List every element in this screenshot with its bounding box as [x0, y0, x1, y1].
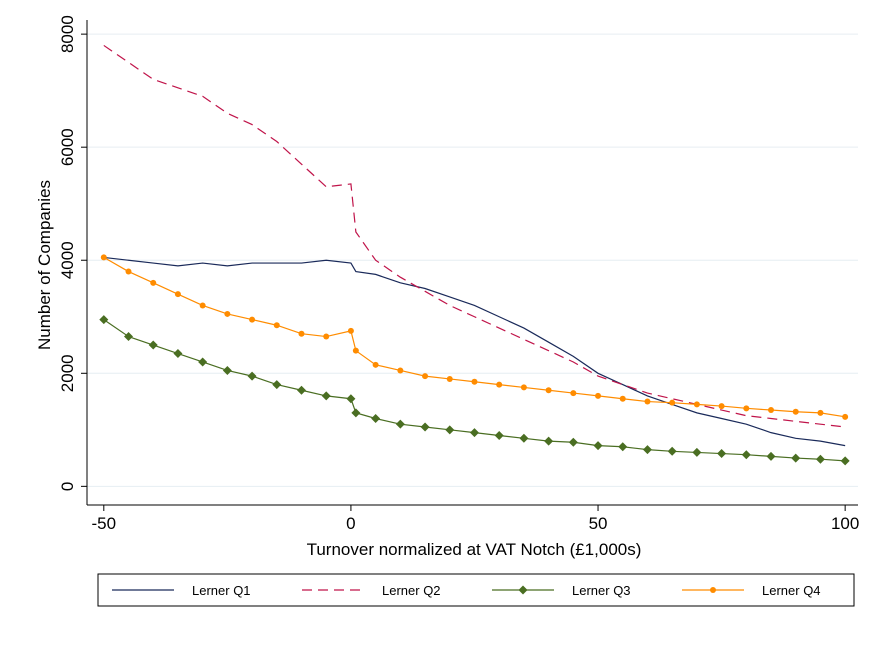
marker-circle — [446, 375, 453, 382]
y-tick-label: 2000 — [58, 354, 77, 392]
marker-diamond — [791, 453, 801, 463]
y-axis-label: Number of Companies — [35, 180, 54, 350]
marker-diamond — [198, 357, 208, 367]
marker-circle — [100, 254, 107, 261]
legend-label: Lerner Q3 — [572, 583, 631, 598]
marker-circle — [352, 347, 359, 354]
y-tick-label: 6000 — [58, 128, 77, 166]
marker-diamond — [296, 385, 306, 395]
x-axis-label: Turnover normalized at VAT Notch (£1,000… — [307, 540, 642, 559]
marker-circle — [768, 407, 775, 414]
series-line — [103, 256, 846, 418]
marker-diamond — [519, 433, 529, 443]
marker-circle — [496, 381, 503, 388]
marker-circle — [174, 291, 181, 298]
marker-diamond — [99, 315, 109, 325]
marker-diamond — [420, 422, 430, 432]
marker-circle — [471, 378, 478, 385]
marker-diamond — [766, 451, 776, 461]
marker-circle — [710, 587, 716, 593]
marker-circle — [743, 405, 750, 412]
x-tick-label: 50 — [589, 514, 608, 533]
marker-circle — [150, 279, 157, 286]
marker-circle — [422, 373, 429, 380]
marker-diamond — [346, 394, 356, 404]
series-line — [103, 256, 846, 447]
marker-circle — [199, 302, 206, 309]
marker-circle — [323, 333, 330, 340]
marker-diamond — [124, 332, 134, 342]
marker-diamond — [544, 436, 554, 446]
marker-diamond — [148, 340, 158, 350]
marker-diamond — [593, 441, 603, 451]
series-line — [103, 44, 846, 428]
marker-diamond — [642, 445, 652, 455]
marker-circle — [347, 327, 354, 334]
marker-diamond — [247, 371, 257, 381]
marker-circle — [545, 387, 552, 394]
marker-diamond — [469, 428, 479, 438]
marker-circle — [570, 390, 577, 397]
marker-circle — [372, 361, 379, 368]
marker-circle — [644, 398, 651, 405]
marker-circle — [397, 367, 404, 374]
legend-label: Lerner Q1 — [192, 583, 251, 598]
marker-circle — [693, 401, 700, 408]
marker-diamond — [272, 380, 282, 390]
marker-diamond — [692, 447, 702, 457]
marker-diamond — [222, 365, 232, 375]
marker-circle — [619, 395, 626, 402]
marker-circle — [273, 322, 280, 329]
marker-diamond — [173, 349, 183, 359]
marker-diamond — [741, 450, 751, 460]
marker-diamond — [717, 449, 727, 459]
marker-diamond — [371, 414, 381, 424]
legend-label: Lerner Q4 — [762, 583, 821, 598]
legend-label: Lerner Q2 — [382, 583, 441, 598]
marker-circle — [520, 384, 527, 391]
marker-diamond — [618, 442, 628, 452]
y-tick-label: 8000 — [58, 15, 77, 53]
marker-circle — [125, 268, 132, 275]
marker-circle — [669, 399, 676, 406]
marker-diamond — [667, 446, 677, 456]
marker-diamond — [494, 430, 504, 440]
marker-circle — [595, 392, 602, 399]
marker-diamond — [815, 454, 825, 464]
marker-circle — [792, 408, 799, 415]
marker-circle — [817, 409, 824, 416]
marker-circle — [249, 316, 256, 323]
marker-diamond — [518, 585, 528, 595]
marker-diamond — [445, 425, 455, 435]
x-tick-label: 100 — [831, 514, 859, 533]
marker-diamond — [351, 408, 361, 418]
marker-circle — [718, 403, 725, 410]
marker-circle — [224, 310, 231, 317]
marker-diamond — [321, 391, 331, 401]
y-tick-label: 0 — [58, 482, 77, 491]
y-tick-label: 4000 — [58, 241, 77, 279]
marker-circle — [298, 330, 305, 337]
x-tick-label: 0 — [346, 514, 355, 533]
marker-diamond — [395, 419, 405, 429]
marker-diamond — [840, 456, 850, 466]
x-tick-label: -50 — [92, 514, 117, 533]
marker-diamond — [568, 437, 578, 447]
marker-circle — [842, 413, 849, 420]
